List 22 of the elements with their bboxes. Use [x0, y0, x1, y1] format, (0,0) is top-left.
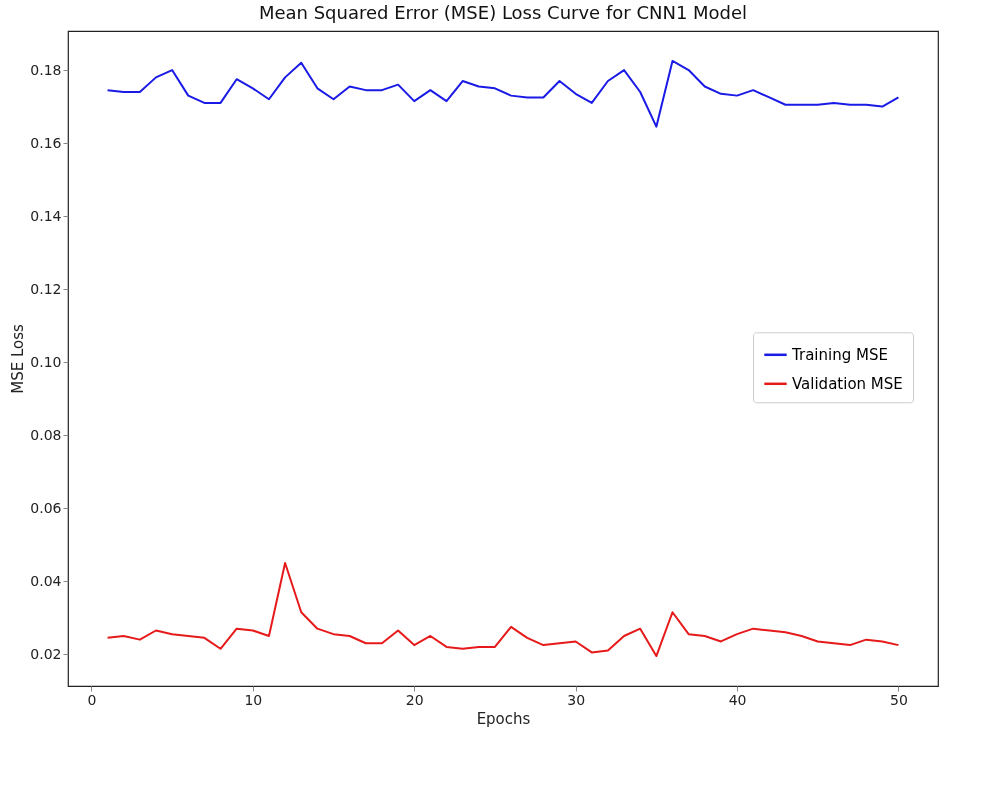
y-tick-label: 0.18 — [30, 61, 62, 78]
line-series — [106, 561, 900, 658]
x-axis-title: Epochs — [476, 709, 531, 728]
x-tick-label: 10 — [244, 691, 263, 708]
y-tick-label: 0.10 — [30, 353, 62, 370]
line-series — [106, 59, 900, 128]
y-tick-label: 0.16 — [30, 134, 62, 151]
chart-title: Mean Squared Error (MSE) Loss Curve for CNN1 Model — [258, 2, 748, 23]
y-tick-label: 0.06 — [30, 499, 62, 516]
legend-label: Validation MSE — [792, 374, 903, 393]
y-tick-label: 0.12 — [30, 280, 62, 297]
y-tick-label: 0.08 — [30, 426, 62, 443]
y-tick-label: 0.04 — [30, 572, 62, 589]
x-tick-label: 0 — [87, 691, 97, 708]
y-axis-title: MSE Loss — [9, 324, 28, 394]
x-tick-label: 50 — [890, 691, 908, 708]
x-tick-label: 20 — [405, 691, 424, 708]
x-tick-label: 30 — [567, 691, 586, 708]
legend-label: Training MSE — [791, 345, 888, 364]
y-tick-label: 0.02 — [30, 645, 62, 662]
y-tick-label: 0.14 — [30, 207, 62, 224]
x-tick-label: 40 — [728, 691, 747, 708]
